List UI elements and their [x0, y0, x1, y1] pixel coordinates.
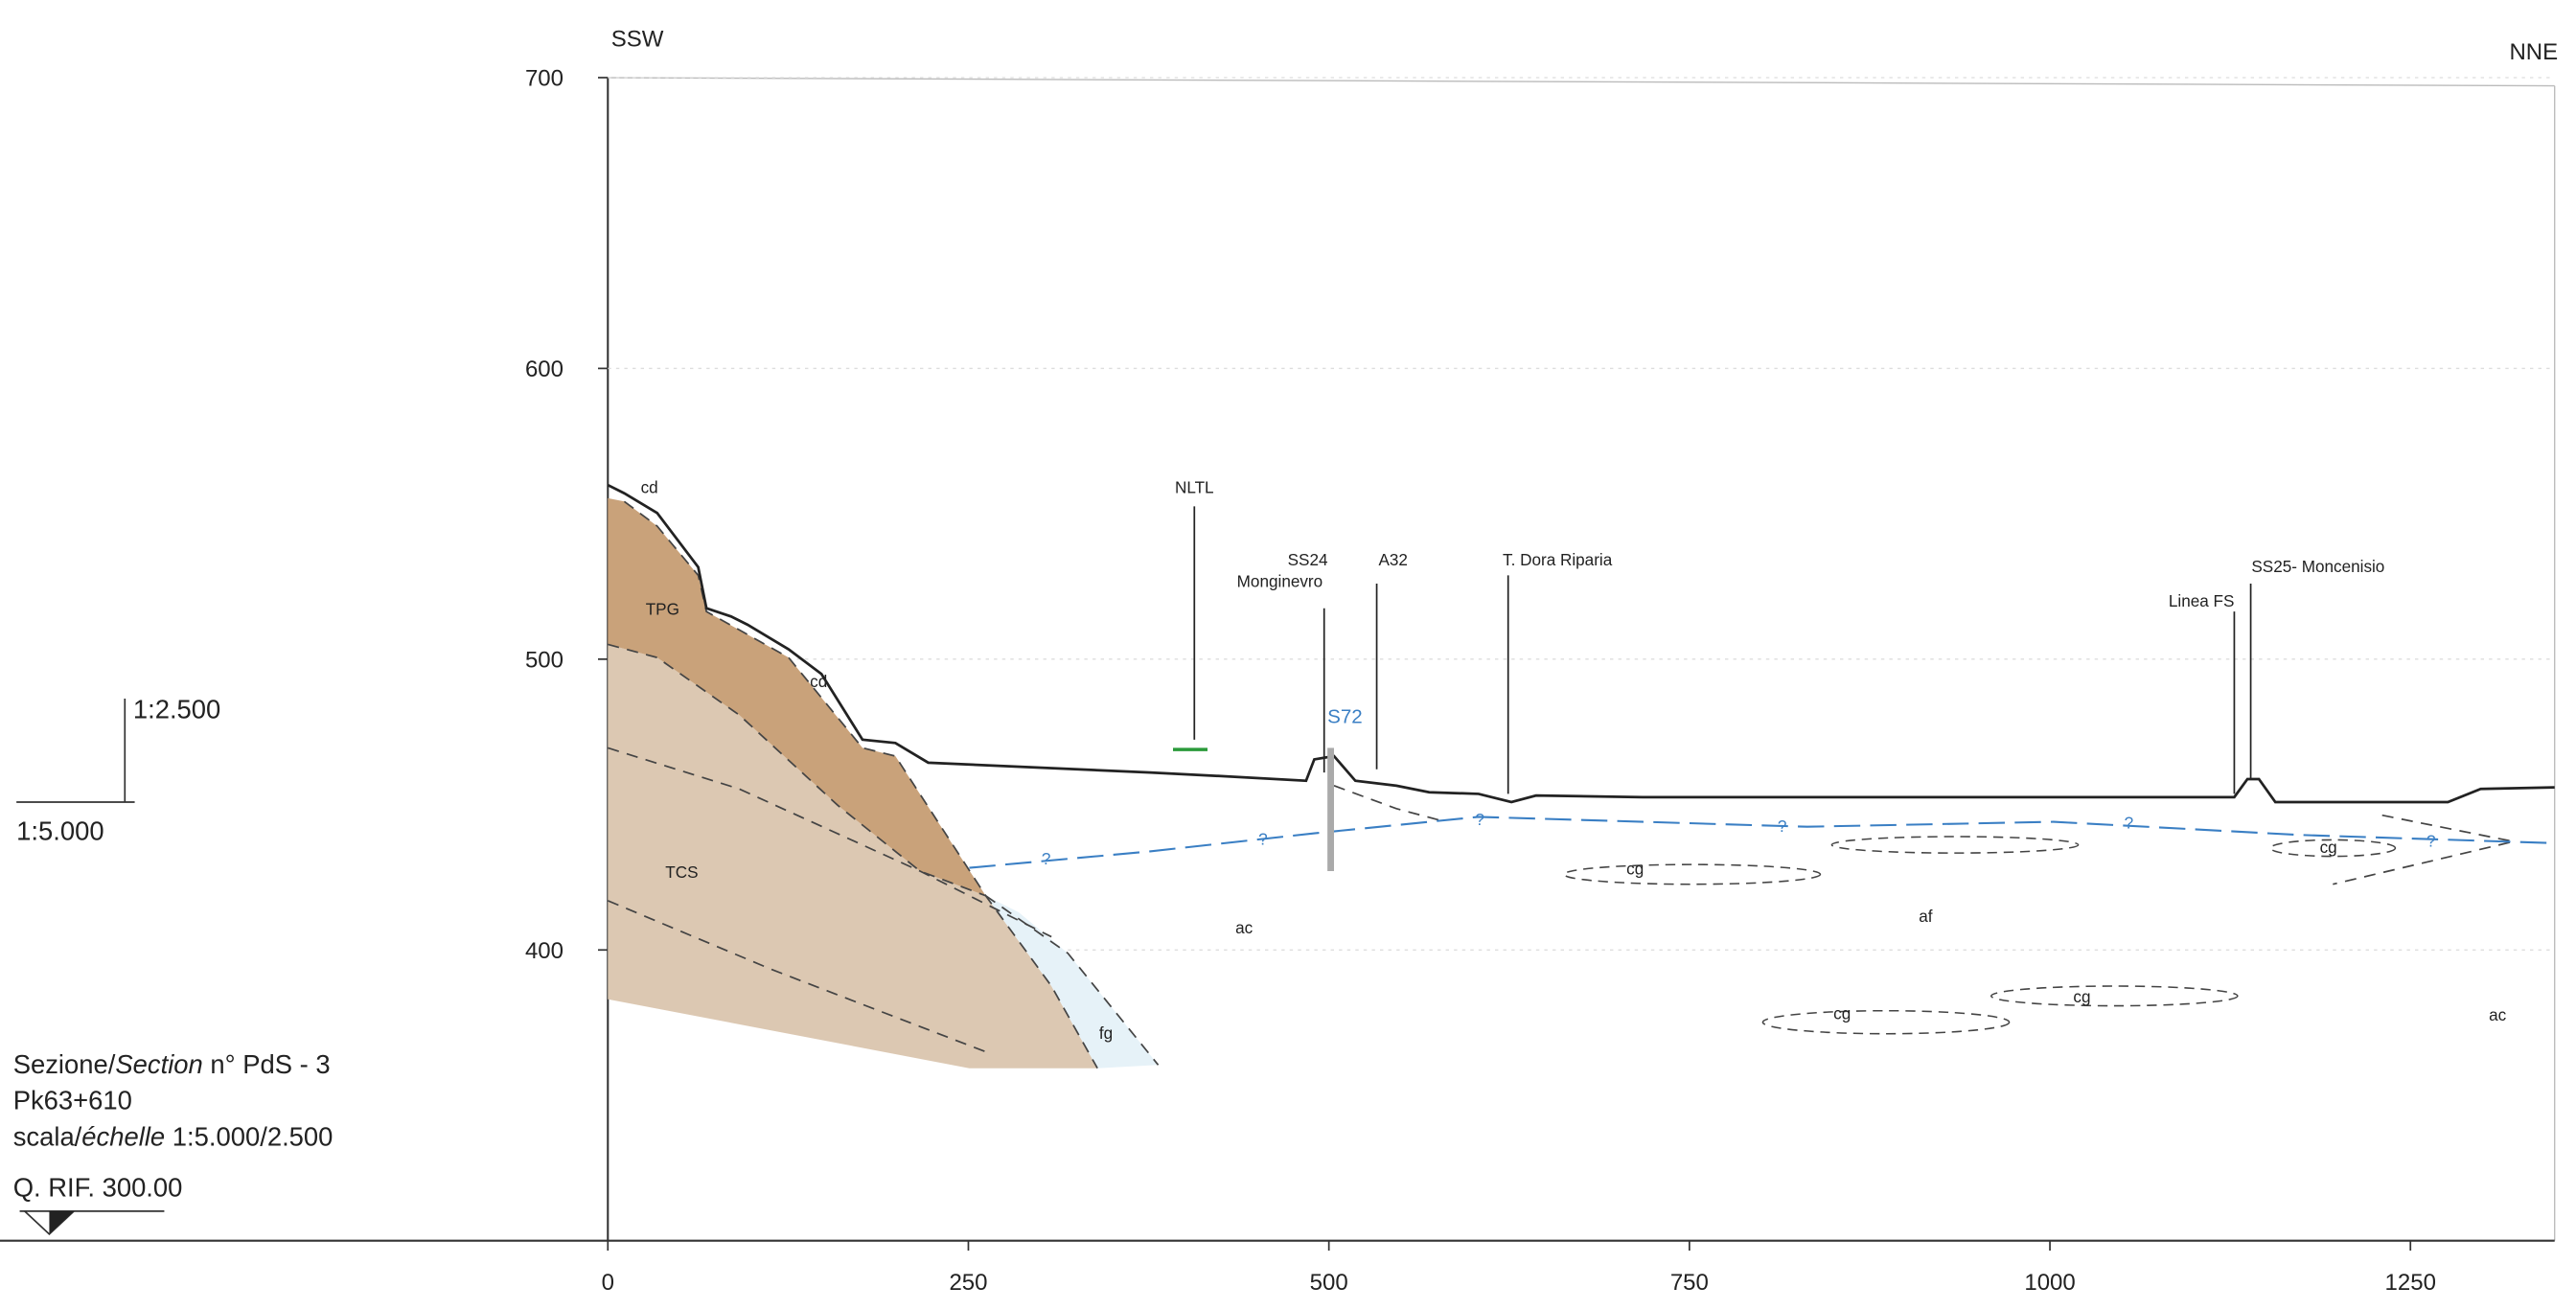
fg-unit	[985, 895, 1159, 1069]
contacts	[607, 500, 2515, 1069]
caption-part: Sezione/	[13, 1049, 116, 1079]
feature-label: A32	[1378, 550, 1407, 569]
unit-label: cg	[1626, 859, 1644, 878]
caption: Pk63+610	[13, 1086, 132, 1115]
caption-part: Section	[115, 1049, 202, 1079]
unit-label: TPG	[646, 600, 679, 619]
caption-part: échelle	[81, 1121, 165, 1151]
water-mark: ?	[1778, 816, 1787, 836]
unit-label: ac	[1235, 918, 1254, 937]
feature-leaders	[1193, 506, 2252, 794]
unit-label: cd	[641, 478, 658, 497]
direction-right: NNE	[2509, 39, 2558, 65]
x-tick-label: 250	[949, 1270, 987, 1296]
caption: Sezione/Section n° PdS - 3	[13, 1049, 331, 1079]
water-mark: ?	[1258, 830, 1268, 849]
feature-label: T. Dora Riparia	[1503, 550, 1613, 569]
scale-horizontal: 1:5.000	[16, 816, 104, 845]
x-tick-label: 500	[1310, 1270, 1348, 1296]
feature-label: SS24	[1288, 550, 1328, 569]
scale-vertical: 1:2.500	[133, 695, 220, 724]
water-mark: ?	[2426, 831, 2436, 850]
unit-label: fg	[1099, 1023, 1113, 1043]
top-frame	[608, 77, 2555, 87]
water-mark: ?	[1475, 810, 1484, 829]
cg-lenses	[1563, 836, 2397, 1035]
borehole-label: S72	[1327, 706, 1363, 728]
unit-label: cg	[2073, 987, 2090, 1006]
tpg-unit	[608, 497, 986, 896]
feature-label: Monginevro	[1237, 571, 1322, 590]
feature-label: NLTL	[1175, 478, 1214, 497]
x-tick-label: 1000	[2024, 1270, 2075, 1296]
unit-label: af	[1919, 907, 1933, 926]
tcs-unit	[608, 644, 1098, 1069]
reference-marker	[49, 1210, 75, 1234]
x-tick-label: 1250	[2385, 1270, 2436, 1296]
water-table	[969, 816, 2555, 869]
y-tick-label: 400	[525, 938, 564, 964]
unit-label: cg	[1833, 1003, 1851, 1023]
feature-label: SS25- Moncenisio	[2251, 557, 2384, 576]
x-tick-label: 0	[602, 1270, 614, 1296]
direction-left: SSW	[611, 26, 664, 52]
unit-label: cg	[2320, 838, 2337, 857]
caption-part: n° PdS - 3	[203, 1049, 331, 1079]
y-tick-label: 500	[525, 647, 564, 673]
unit-label: TCS	[665, 862, 698, 882]
caption: scala/échelle 1:5.000/2.500	[13, 1121, 334, 1151]
water-mark: ?	[1042, 849, 1051, 868]
feature-label: Linea FS	[2169, 591, 2235, 610]
borehole	[1327, 747, 1334, 871]
unit-label: cd	[810, 672, 827, 691]
topography	[607, 483, 2555, 804]
caption-part: scala/	[13, 1121, 82, 1151]
caption: Q. RIF. 300.00	[13, 1172, 183, 1202]
caption-part: 1:5.000/2.500	[165, 1121, 333, 1151]
water-mark: ?	[2125, 813, 2134, 832]
y-tick-label: 600	[525, 356, 564, 382]
unit-label: ac	[2489, 1005, 2507, 1024]
y-tick-label: 700	[525, 66, 564, 92]
x-tick-label: 750	[1670, 1270, 1709, 1296]
water-marks: ? ? ? ? ? ?	[1042, 810, 2436, 868]
